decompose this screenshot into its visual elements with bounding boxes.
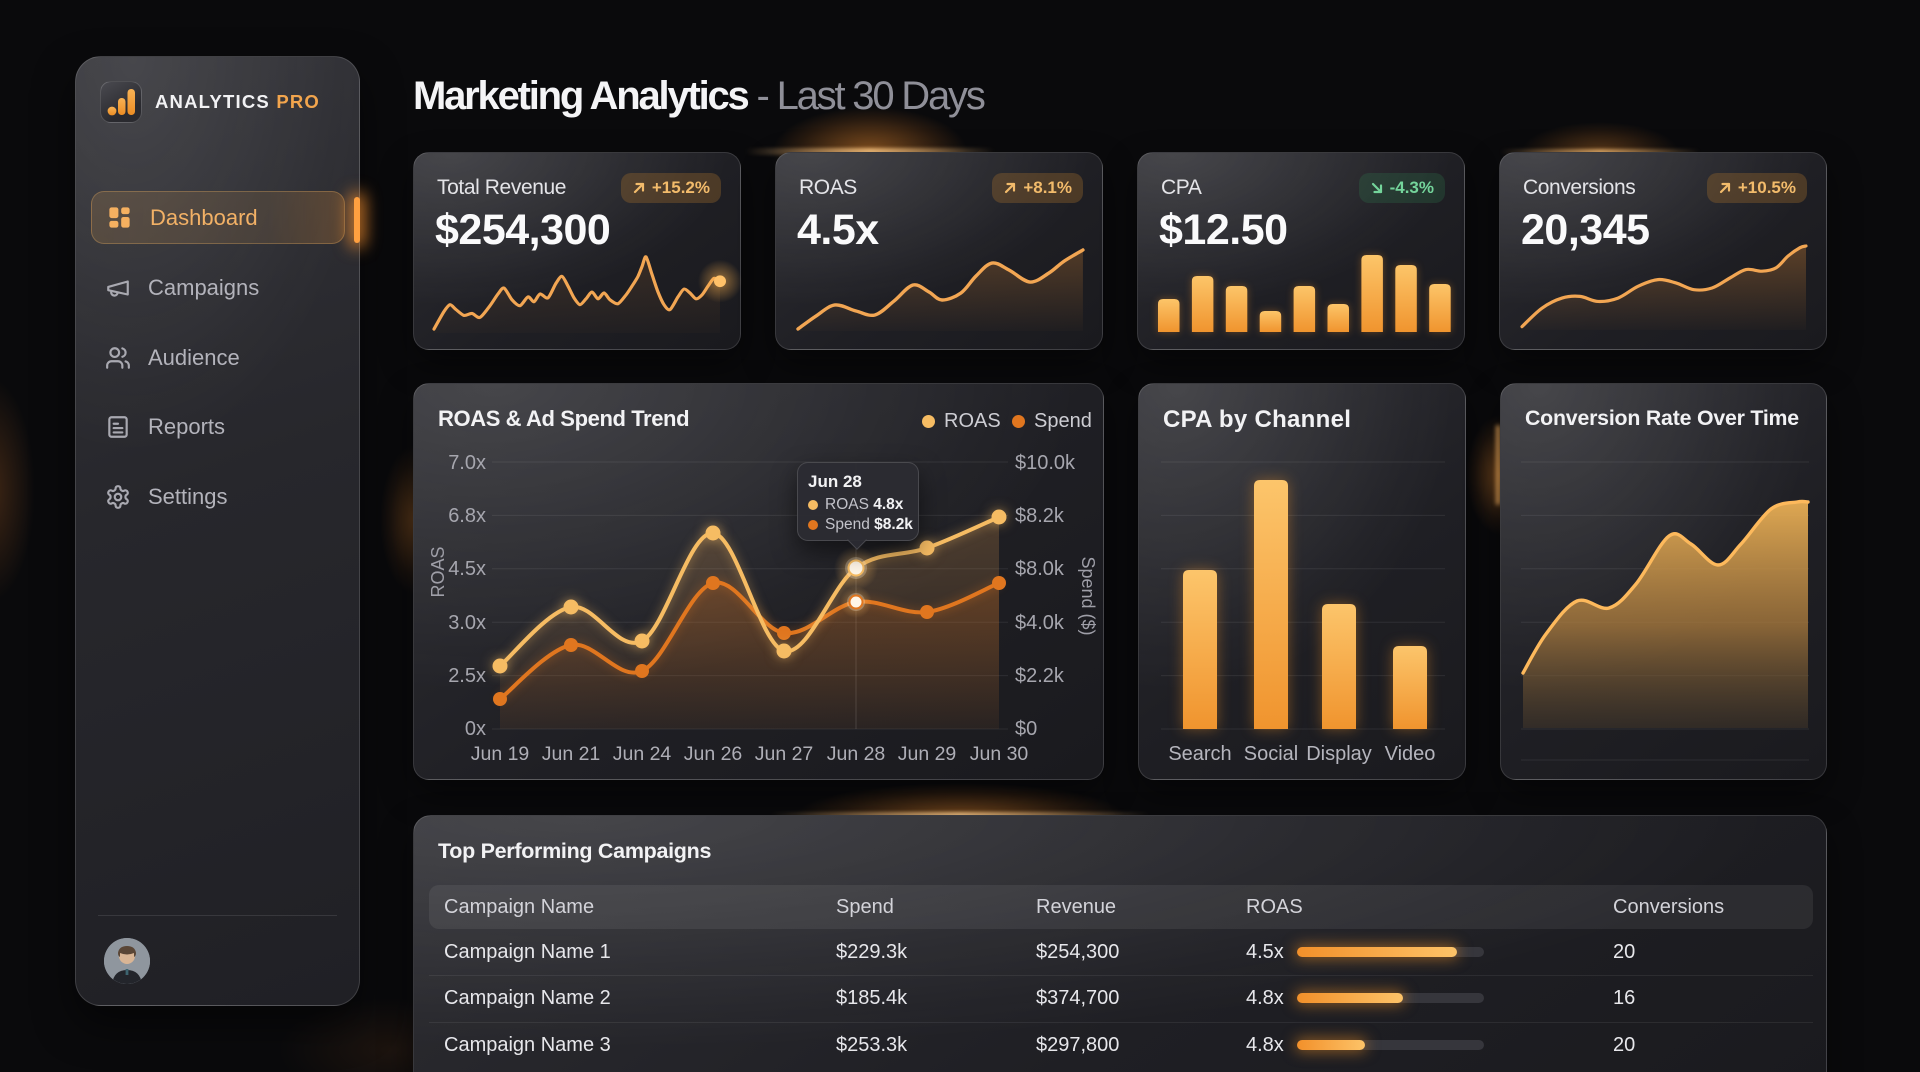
svg-text:Spend ($): Spend ($)	[1078, 556, 1098, 635]
svg-text:$8.0k: $8.0k	[1015, 558, 1065, 580]
svg-text:Jun 29: Jun 29	[898, 743, 957, 765]
svg-text:$0: $0	[1015, 718, 1037, 740]
svg-text:Social: Social	[1244, 743, 1298, 765]
svg-text:3.0x: 3.0x	[448, 612, 486, 634]
svg-text:Jun 24: Jun 24	[613, 743, 672, 765]
svg-text:2.5x: 2.5x	[448, 665, 486, 687]
svg-text:Jun 28: Jun 28	[827, 743, 886, 765]
svg-text:0x: 0x	[465, 718, 486, 740]
svg-text:4.5x: 4.5x	[448, 558, 486, 580]
svg-text:$8.2k: $8.2k	[1015, 505, 1065, 527]
svg-text:Jun 19: Jun 19	[471, 743, 530, 765]
svg-text:7.0x: 7.0x	[448, 452, 486, 474]
svg-text:6.8x: 6.8x	[448, 505, 486, 527]
svg-text:Search: Search	[1168, 743, 1231, 765]
svg-text:Jun 21: Jun 21	[542, 743, 601, 765]
svg-text:ROAS: ROAS	[428, 546, 448, 597]
svg-text:Video: Video	[1385, 743, 1436, 765]
svg-text:Jun 27: Jun 27	[755, 743, 814, 765]
svg-text:Jun 30: Jun 30	[970, 743, 1029, 765]
svg-text:$2.2k: $2.2k	[1015, 665, 1065, 687]
svg-text:$4.0k: $4.0k	[1015, 612, 1065, 634]
svg-text:$10.0k: $10.0k	[1015, 452, 1076, 474]
svg-text:Display: Display	[1306, 743, 1372, 765]
svg-text:Jun 26: Jun 26	[684, 743, 743, 765]
